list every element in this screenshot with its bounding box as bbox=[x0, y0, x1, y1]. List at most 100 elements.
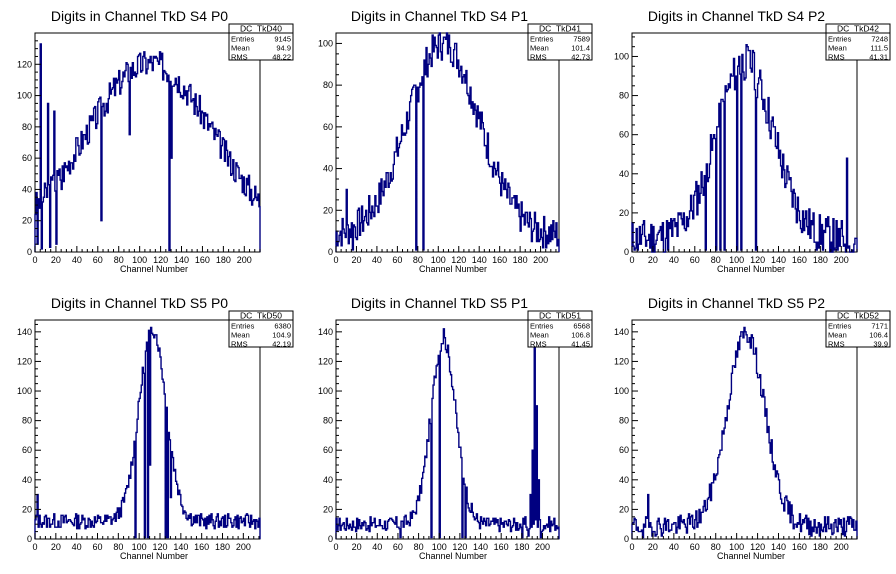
x-tick-label: 180 bbox=[513, 255, 528, 265]
histogram-line bbox=[34, 43, 261, 252]
y-tick-label: 0 bbox=[27, 247, 32, 257]
x-tick-label: 80 bbox=[113, 542, 123, 552]
x-tick-label: 200 bbox=[533, 255, 548, 265]
y-tick-label: 100 bbox=[318, 38, 333, 48]
stats-rms-label: RMS bbox=[231, 53, 248, 62]
x-tick-label: 140 bbox=[472, 255, 487, 265]
stats-entries-label: Entries bbox=[828, 322, 852, 331]
y-tick-label: 40 bbox=[619, 475, 629, 485]
x-tick-label: 140 bbox=[771, 255, 786, 265]
x-tick-label: 200 bbox=[237, 255, 252, 265]
x-tick-label: 0 bbox=[333, 542, 338, 552]
x-tick-label: 140 bbox=[173, 542, 188, 552]
y-tick-label: 120 bbox=[17, 59, 32, 69]
histogram-panel-2: Digits in Channel TkD S4 P2 0 20 40 60 80 100 1… bbox=[614, 8, 891, 274]
x-tick-label: 60 bbox=[92, 542, 102, 552]
y-tick-label: 80 bbox=[22, 416, 32, 426]
x-axis-label: Channel Number bbox=[419, 264, 487, 274]
y-tick-label: 80 bbox=[619, 416, 629, 426]
x-tick-label: 100 bbox=[729, 255, 744, 265]
x-tick-label: 100 bbox=[729, 542, 744, 552]
y-tick-label: 0 bbox=[27, 534, 32, 544]
x-tick-label: 80 bbox=[114, 255, 124, 265]
stats-entries-value: 7589 bbox=[573, 35, 590, 44]
chart-title: Digits in Channel TkD S4 P1 bbox=[351, 8, 528, 24]
y-tick-label: 0 bbox=[328, 534, 333, 544]
histogram-line bbox=[335, 32, 560, 252]
x-tick-label: 80 bbox=[711, 255, 721, 265]
y-tick-label: 20 bbox=[22, 216, 32, 226]
y-tick-label: 80 bbox=[323, 416, 333, 426]
x-tick-label: 40 bbox=[669, 255, 679, 265]
stats-rms-label: RMS bbox=[828, 53, 845, 62]
stats-mean-label: Mean bbox=[530, 331, 549, 340]
plot-frame bbox=[631, 32, 858, 253]
y-tick-label: 40 bbox=[22, 475, 32, 485]
x-tick-label: 40 bbox=[669, 542, 679, 552]
stats-name: DC_TkD51 bbox=[539, 311, 581, 321]
y-tick-label: 60 bbox=[323, 122, 333, 132]
stats-entries-value: 7171 bbox=[871, 322, 888, 331]
stats-mean-value: 106.4 bbox=[869, 331, 888, 340]
x-tick-label: 60 bbox=[93, 255, 103, 265]
stats-name: DC_TkD52 bbox=[837, 311, 879, 321]
x-tick-label: 160 bbox=[494, 542, 509, 552]
stats-mean-label: Mean bbox=[231, 44, 250, 53]
x-tick-label: 40 bbox=[372, 542, 382, 552]
x-tick-label: 100 bbox=[132, 255, 147, 265]
stats-mean-value: 111.5 bbox=[870, 44, 888, 53]
stats-entries-value: 9145 bbox=[274, 35, 291, 44]
y-tick-label: 120 bbox=[318, 356, 333, 366]
y-tick-label: 100 bbox=[318, 386, 333, 396]
stats-box-frame bbox=[825, 310, 891, 348]
x-tick-label: 200 bbox=[834, 255, 849, 265]
stats-box-frame bbox=[527, 23, 593, 61]
x-tick-label: 20 bbox=[51, 542, 61, 552]
stats-rms-value: 39.9 bbox=[873, 340, 888, 349]
x-tick-label: 20 bbox=[648, 255, 658, 265]
y-tick-label: 80 bbox=[323, 80, 333, 90]
histogram-panel-3: Digits in Channel TkD S5 P0 0 20 40 60 80 100 1… bbox=[17, 295, 294, 561]
stats-rms-value: 48.22 bbox=[272, 53, 291, 62]
x-tick-label: 60 bbox=[393, 542, 403, 552]
stats-mean-value: 106.8 bbox=[571, 331, 590, 340]
x-tick-label: 60 bbox=[690, 542, 700, 552]
stats-name: DC_TkD42 bbox=[837, 24, 879, 34]
x-tick-label: 160 bbox=[195, 255, 210, 265]
x-tick-label: 180 bbox=[514, 542, 529, 552]
y-tick-label: 60 bbox=[323, 445, 333, 455]
y-tick-label: 0 bbox=[328, 247, 333, 257]
x-tick-label: 100 bbox=[431, 255, 446, 265]
histogram-panel-4: Digits in Channel TkD S5 P1 0 20 40 60 80 100 1… bbox=[318, 295, 593, 561]
stats-name: DC_TkD41 bbox=[539, 24, 581, 34]
x-tick-label: 40 bbox=[72, 255, 82, 265]
x-tick-label: 120 bbox=[750, 255, 765, 265]
stats-entries-label: Entries bbox=[828, 35, 852, 44]
stats-rms-value: 42.73 bbox=[571, 53, 590, 62]
x-tick-label: 80 bbox=[711, 542, 721, 552]
stats-entries-label: Entries bbox=[231, 322, 255, 331]
y-tick-label: 60 bbox=[619, 130, 629, 140]
y-tick-label: 0 bbox=[624, 247, 629, 257]
y-tick-label: 100 bbox=[614, 51, 629, 61]
stats-mean-value: 101.4 bbox=[571, 44, 590, 53]
y-tick-label: 140 bbox=[318, 327, 333, 337]
stats-name: DC_TkD40 bbox=[240, 24, 282, 34]
y-tick-label: 120 bbox=[17, 356, 32, 366]
y-tick-label: 100 bbox=[17, 386, 32, 396]
stats-mean-label: Mean bbox=[231, 331, 250, 340]
x-tick-label: 200 bbox=[535, 542, 550, 552]
stats-entries-label: Entries bbox=[231, 35, 255, 44]
stats-rms-label: RMS bbox=[231, 340, 248, 349]
stats-mean-value: 104.9 bbox=[272, 331, 291, 340]
x-axis-label: Channel Number bbox=[120, 264, 188, 274]
stats-entries-label: Entries bbox=[530, 322, 554, 331]
chart-title: Digits in Channel TkD S5 P2 bbox=[648, 295, 825, 311]
histogram-panel-1: Digits in Channel TkD S4 P1 0 20 40 60 80 100 1… bbox=[318, 8, 593, 274]
x-tick-label: 180 bbox=[215, 542, 230, 552]
stats-rms-label: RMS bbox=[530, 53, 547, 62]
chart-title: Digits in Channel TkD S5 P0 bbox=[51, 295, 228, 311]
